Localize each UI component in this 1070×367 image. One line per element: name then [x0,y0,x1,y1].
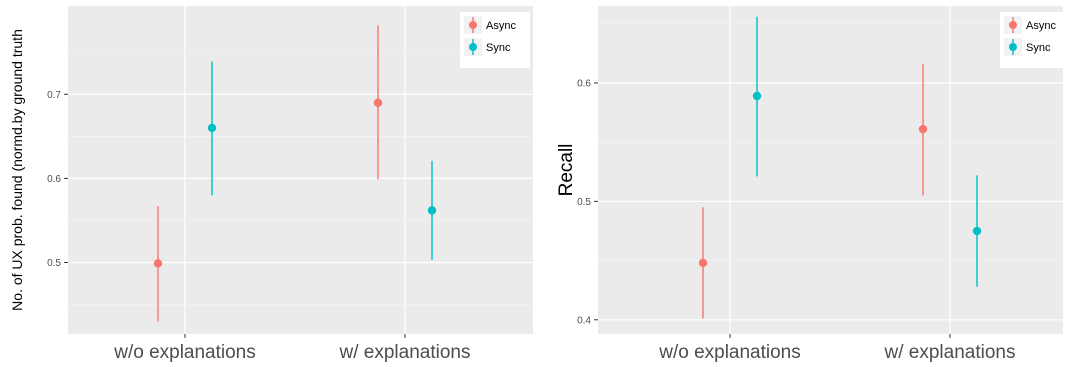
x-tick-label-w-explanations: w/ explanations [884,342,1016,363]
legend-label-async: Async [486,20,516,32]
plot-panel [598,6,1063,334]
y-tick-label: 0.5 [577,197,591,208]
legend-label-sync: Sync [1026,42,1051,54]
y-axis-label: No. of UX prob. found (normd.by ground t… [9,29,25,311]
point-sync [752,91,762,101]
y-tick-label: 0.5 [47,258,61,269]
y-tick-label: 0.4 [577,315,591,326]
point-sync [427,206,437,215]
y-axis-label: Recall [556,144,577,197]
x-tick-label-w-o-explanations: w/o explanations [113,342,256,363]
y-tick-label: 0.6 [47,174,61,185]
ux-problems-chart: 0.5 0.6 0.7 w/o explanations w/ explanations… [9,6,533,363]
point-sync [972,226,982,236]
point-async [373,98,383,107]
legend-key-point-async [1009,21,1017,29]
plot-panel [68,6,533,334]
point-async [918,124,928,134]
y-tick-label: 0.7 [47,90,61,101]
legend-key-point-sync [469,43,477,51]
y-tick-label: 0.6 [577,78,591,89]
legend-key-point-sync [1009,43,1017,51]
legend-key-point-async [469,21,477,29]
point-async [153,259,163,268]
point-sync [207,123,217,133]
legend-label-sync: Sync [486,42,511,54]
point-async [698,258,708,268]
x-tick-label-w-o-explanations: w/o explanations [658,342,801,363]
x-tick-label-w-explanations: w/ explanations [339,342,471,363]
recall-chart: 0.4 0.5 0.6 w/o explanations w/ explanations… [556,6,1070,363]
legend-label-async: Async [1026,20,1056,32]
